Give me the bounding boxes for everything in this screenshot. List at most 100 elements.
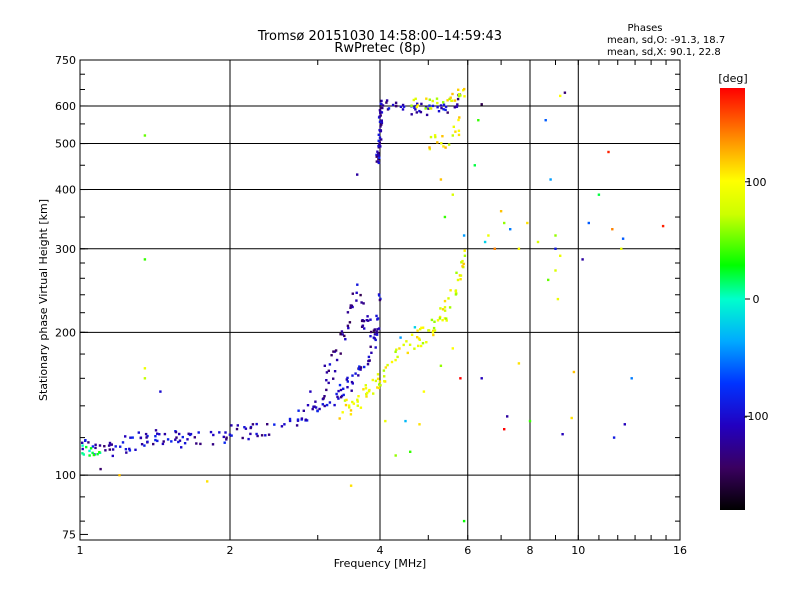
echo-point — [199, 442, 202, 446]
echo-point — [357, 374, 360, 377]
echo-point — [385, 99, 389, 102]
echo-point — [91, 451, 94, 455]
echo-point — [311, 407, 314, 411]
echo-point — [369, 318, 372, 321]
echo-point — [453, 105, 457, 109]
echo-point — [380, 111, 384, 114]
echo-point — [349, 306, 352, 309]
echo-point — [94, 443, 97, 446]
echo-point — [430, 318, 434, 322]
echo-point — [581, 258, 584, 261]
echo-point — [337, 389, 340, 393]
echo-point — [343, 334, 346, 338]
echo-point — [177, 440, 180, 444]
echo-point — [359, 368, 362, 371]
echo-point — [385, 101, 388, 104]
echo-point — [375, 155, 378, 158]
echo-point — [401, 108, 405, 111]
echo-point — [374, 379, 378, 383]
echo-point — [401, 103, 405, 107]
echo-point — [144, 432, 148, 436]
echo-point — [108, 441, 112, 445]
echo-point — [396, 355, 399, 359]
echo-point — [381, 106, 384, 110]
echo-point — [351, 292, 354, 295]
echo-point — [323, 404, 326, 408]
echo-point — [379, 125, 382, 128]
echo-point — [197, 431, 200, 434]
echo-point — [247, 437, 250, 441]
echo-point — [415, 111, 418, 114]
echo-point — [444, 105, 448, 108]
echo-point — [143, 377, 147, 380]
echo-point — [459, 377, 462, 380]
echo-point — [333, 370, 337, 373]
y-tick-label: 300 — [55, 243, 76, 256]
echo-point — [356, 400, 359, 403]
echo-point — [517, 362, 521, 365]
echo-point — [328, 401, 332, 404]
data-points — [81, 87, 665, 523]
echo-point — [427, 329, 431, 332]
echo-point — [377, 161, 381, 164]
echo-point — [368, 388, 371, 392]
echo-point — [374, 338, 377, 342]
echo-point — [365, 395, 368, 398]
echo-point — [264, 434, 267, 437]
echo-point — [572, 370, 576, 374]
echo-point — [443, 309, 447, 312]
echo-point — [445, 319, 448, 322]
echo-point — [189, 432, 193, 436]
echo-point — [451, 134, 454, 137]
echo-point — [457, 118, 460, 122]
echo-point — [391, 103, 395, 107]
echo-point — [325, 403, 329, 407]
echo-point — [300, 417, 304, 420]
phases-mean-x: mean, sd,X: 90.1, 22.8 — [607, 47, 721, 58]
echo-point — [145, 436, 148, 439]
echo-point — [350, 380, 354, 384]
echo-point — [561, 433, 564, 436]
x-tick-label: 6 — [464, 544, 471, 557]
echo-point — [230, 424, 233, 427]
echo-point — [84, 439, 87, 442]
echo-point — [439, 178, 443, 181]
echo-point — [378, 115, 381, 118]
echo-point — [427, 107, 430, 110]
echo-point — [536, 240, 540, 244]
phases-mean-o: mean, sd,O: -91.3, 18.7 — [607, 35, 725, 46]
echo-point — [366, 363, 370, 366]
y-tick-label: 750 — [55, 54, 76, 67]
echo-point — [424, 107, 427, 110]
echo-point — [380, 123, 383, 126]
echo-point — [432, 329, 435, 333]
echo-point — [620, 247, 623, 250]
echo-point — [146, 440, 149, 443]
echo-point — [380, 99, 383, 103]
echo-point — [351, 374, 354, 377]
echo-point — [156, 432, 159, 435]
echo-point — [463, 254, 467, 257]
echo-point — [367, 319, 370, 322]
echo-point — [330, 354, 333, 357]
echo-point — [362, 388, 365, 391]
echo-point — [356, 404, 359, 407]
phases-title: Phases — [627, 23, 662, 34]
echo-point — [378, 294, 381, 297]
echo-point — [355, 299, 358, 302]
colorbar-label: [deg] — [718, 72, 747, 85]
echo-point — [549, 178, 552, 181]
echo-point — [375, 333, 379, 336]
echo-point — [449, 96, 452, 99]
echo-point — [363, 365, 366, 369]
echo-point — [416, 329, 419, 332]
colorbar-ticks: 100 0 -100 — [744, 176, 769, 423]
echo-point — [379, 111, 382, 115]
echo-point — [91, 445, 95, 448]
echo-point — [372, 392, 375, 395]
echo-point — [437, 110, 441, 113]
echo-point — [386, 363, 389, 367]
echo-point — [351, 305, 354, 309]
echo-point — [377, 133, 380, 136]
echo-point — [222, 435, 225, 439]
